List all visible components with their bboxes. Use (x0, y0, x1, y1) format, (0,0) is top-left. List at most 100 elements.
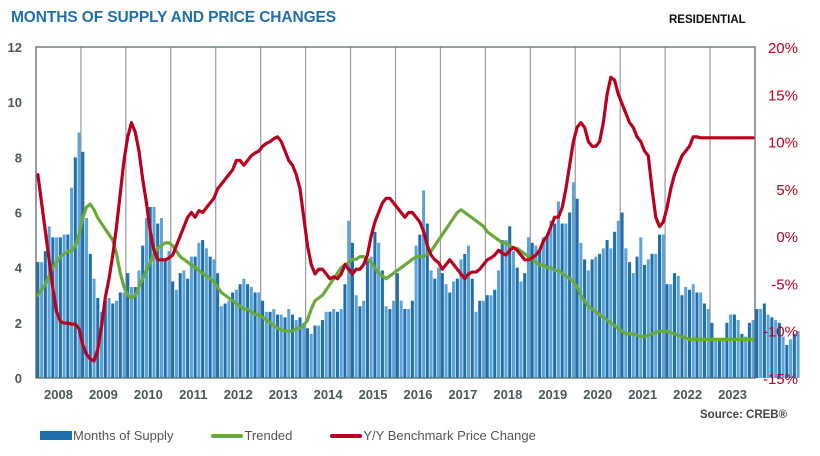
bar (238, 284, 242, 378)
bar (774, 320, 778, 378)
bar (725, 322, 729, 378)
bar (579, 242, 583, 378)
legend-item-months-of-supply: Months of Supply (40, 428, 173, 443)
bar (736, 320, 740, 378)
bar (481, 300, 486, 378)
x-tick-label: 2012 (224, 387, 253, 402)
y-tick-label: 4 (15, 261, 23, 276)
bar (309, 333, 313, 378)
bar (122, 292, 126, 378)
bar (474, 311, 478, 378)
bar (395, 273, 399, 378)
bar (646, 259, 650, 378)
bar (470, 278, 474, 378)
bar (766, 314, 770, 378)
bar (489, 295, 493, 378)
bar (635, 256, 639, 378)
bar (624, 248, 628, 378)
bar (36, 262, 40, 378)
bar (639, 237, 643, 378)
bar (594, 256, 598, 378)
bar (70, 187, 74, 378)
bar (523, 273, 527, 378)
bar (747, 322, 751, 378)
bar (126, 273, 130, 378)
legend-swatch-line-icon (211, 433, 244, 438)
bar (227, 300, 231, 378)
x-axis: 2008 2009 2010 2011 2012 2013 2014 2015 2016 2017… (44, 387, 747, 402)
bar (313, 325, 317, 378)
bar (257, 292, 261, 378)
bar (148, 206, 152, 378)
plot-border (35, 46, 756, 379)
bar (100, 311, 104, 378)
bar (73, 157, 77, 378)
bar (276, 314, 280, 378)
y-tick-label: 0 (15, 371, 22, 386)
bar (58, 237, 62, 378)
bar (328, 311, 332, 378)
y2-tick-label: 15% (768, 87, 798, 104)
bar (377, 242, 381, 378)
bar (350, 242, 354, 378)
bar (459, 259, 463, 378)
bar (710, 322, 714, 378)
bar (650, 253, 654, 378)
bar (444, 284, 448, 378)
bar (66, 234, 70, 378)
bar (268, 311, 272, 378)
chart-title: MONTHS OF SUPPLY AND PRICE CHANGES (11, 9, 337, 26)
bar (81, 151, 85, 378)
legend-swatch-line-icon (330, 433, 363, 438)
bar (777, 322, 781, 378)
bar (204, 248, 208, 378)
bar (695, 292, 699, 378)
bar (755, 309, 759, 378)
bar (287, 309, 291, 378)
bar (564, 223, 568, 378)
bar (324, 311, 328, 378)
x-tick-label: 2010 (134, 387, 163, 402)
bar (684, 286, 688, 378)
bar (613, 231, 617, 378)
y-tick-label: 8 (15, 150, 22, 165)
y2-tick-label: 20% (768, 40, 798, 57)
bar (156, 223, 160, 378)
bar (298, 317, 302, 378)
bar (388, 309, 392, 378)
bar (414, 245, 418, 378)
y-tick-label: 6 (15, 206, 22, 221)
bar (714, 339, 718, 378)
bar (605, 240, 609, 378)
bar (362, 300, 366, 378)
y2-tick-label: -10% (763, 324, 798, 341)
bar (144, 218, 148, 378)
x-tick-label: 2021 (628, 387, 657, 402)
bar (549, 220, 553, 378)
bar (208, 256, 212, 378)
bar (137, 270, 141, 378)
bar (320, 320, 324, 378)
bar (706, 309, 710, 378)
plot-frame (35, 46, 756, 379)
bar (657, 234, 662, 378)
bar (212, 259, 216, 378)
bar (511, 251, 515, 378)
bar (789, 339, 793, 378)
bar (661, 234, 665, 378)
bar (628, 262, 632, 378)
bar (347, 220, 351, 378)
bar (440, 273, 444, 378)
y-tick-label: 2 (15, 316, 22, 331)
x-tick-label: 2014 (314, 387, 344, 402)
chart-subtitle: RESIDENTIAL (669, 14, 746, 26)
bar (504, 240, 508, 378)
bar (485, 295, 489, 378)
bar (620, 212, 624, 378)
bar (429, 270, 433, 378)
bar (392, 300, 396, 378)
bar (672, 273, 677, 378)
bar (586, 270, 590, 378)
bar (114, 300, 119, 378)
x-tick-label: 2020 (583, 387, 612, 402)
